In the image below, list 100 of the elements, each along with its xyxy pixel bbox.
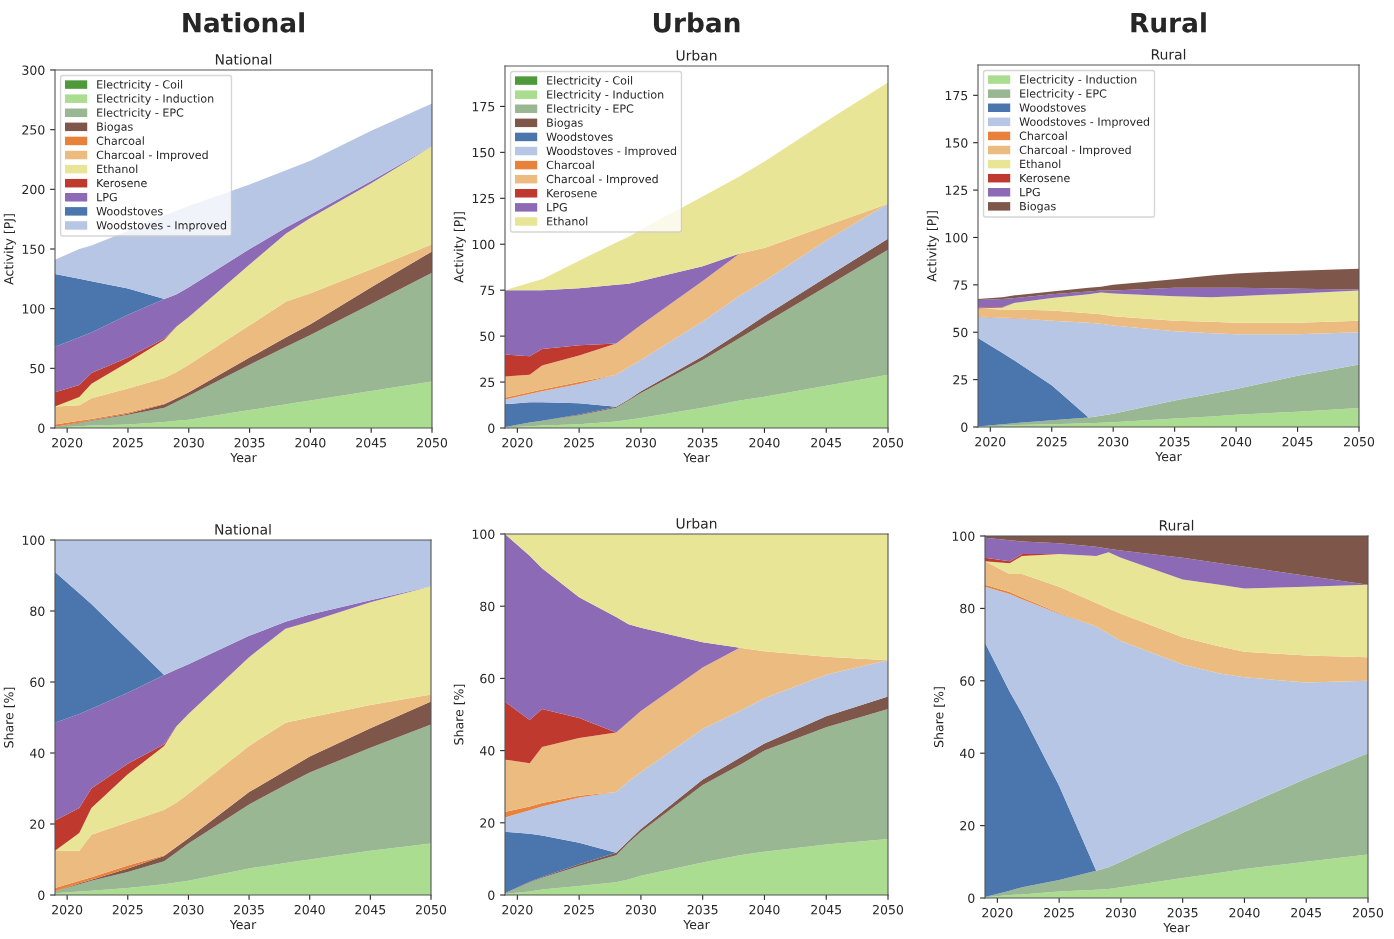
x-tick-label: 2020 (52, 437, 83, 448)
y-tick-label: 25 (480, 377, 495, 387)
chart-title: Rural (1159, 519, 1194, 531)
x-tick-label: 2030 (173, 904, 204, 915)
y-tick-label: 100 (22, 304, 45, 314)
x-tick-label: 2040 (1229, 907, 1260, 918)
x-axis-title: Year (1155, 451, 1182, 462)
x-tick-label: 2045 (811, 904, 842, 915)
x-tick-label: 2025 (564, 904, 594, 915)
x-tick-label: 2020 (502, 437, 533, 448)
y-tick-label: 100 (472, 529, 495, 539)
y-tick-label: 300 (22, 65, 45, 75)
y-tick-label: 40 (959, 748, 975, 759)
legend-label: Woodstoves - Improved (546, 146, 677, 158)
legend-label: Charcoal (1019, 131, 1067, 140)
x-tick-label: 2045 (355, 904, 386, 915)
legend-label: Ethanol (1020, 159, 1061, 169)
x-tick-label: 2035 (1159, 436, 1190, 447)
legend-label: Ethanol (97, 164, 138, 174)
x-tick-label: 2050 (873, 904, 904, 915)
x-tick-label: 2040 (1221, 436, 1252, 447)
y-tick-label: 60 (960, 676, 975, 686)
chart-title: National (183, 12, 304, 33)
y-tick-label: 150 (22, 244, 45, 254)
y-tick-label: 75 (480, 285, 495, 296)
chart-title: Rural (1131, 12, 1206, 33)
x-axis-title: Year (683, 919, 710, 930)
x-tick-label: 2050 (416, 904, 447, 915)
y-tick-label: 100 (22, 535, 45, 545)
y-tick-label: 50 (480, 331, 495, 342)
y-tick-label: 0 (38, 890, 45, 900)
x-tick-label: 2020 (982, 907, 1013, 918)
legend-label: Electricity - Coil (547, 76, 633, 87)
y-tick-label: 60 (30, 677, 45, 687)
legend-label: Woodstoves (96, 206, 163, 216)
legend-label: Woodstoves - Improved (1019, 117, 1150, 129)
y-tick-label: 175 (472, 102, 495, 112)
y-axis-title: Share [%] (453, 684, 465, 745)
y-axis-title: Share [%] (933, 687, 945, 748)
y-tick-label: 50 (953, 327, 968, 338)
legend-label: Woodstoves (546, 132, 613, 141)
x-tick-label: 2030 (1105, 907, 1136, 918)
legend-label: Kerosene (547, 189, 597, 198)
legend-label: Electricity - Induction (97, 94, 214, 105)
x-tick-label: 2025 (1044, 907, 1074, 918)
legend-label: Biogas (97, 122, 133, 134)
legend-label: Biogas (1020, 201, 1056, 213)
y-tick-label: 125 (945, 185, 968, 196)
y-tick-label: 20 (30, 819, 45, 829)
chart-title: National (215, 523, 271, 535)
y-tick-label: 80 (960, 603, 975, 614)
x-tick-label: 2040 (749, 904, 780, 915)
y-tick-label: 200 (22, 184, 45, 195)
chart-title: Urban (676, 517, 717, 529)
x-tick-label: 2025 (1036, 436, 1067, 447)
legend-label: Charcoal - Improved (546, 174, 658, 186)
y-axis-title: Share [%] (3, 687, 15, 748)
x-tick-label: 2035 (687, 904, 718, 915)
x-axis-title: Year (230, 452, 257, 463)
y-tick-label: 80 (30, 606, 45, 616)
x-tick-label: 2040 (749, 437, 780, 448)
x-tick-label: 2045 (1282, 436, 1313, 447)
legend-label: Electricity - EPC (547, 104, 634, 115)
chart-title: Urban (653, 12, 740, 33)
x-tick-label: 2025 (112, 904, 143, 915)
x-tick-label: 2030 (625, 904, 656, 915)
x-tick-label: 2025 (112, 437, 143, 448)
legend-label: Charcoal - Improved (1019, 145, 1131, 157)
legend-label: LPG (1020, 187, 1040, 197)
y-tick-label: 0 (488, 423, 495, 433)
x-tick-label: 2020 (502, 904, 533, 915)
y-tick-label: 20 (480, 818, 495, 828)
y-tick-label: 175 (945, 90, 968, 101)
legend-label: Electricity - Induction (1020, 75, 1137, 86)
x-tick-label: 2030 (625, 437, 656, 448)
x-tick-label: 2030 (173, 437, 204, 448)
x-tick-label: 2035 (234, 437, 265, 448)
x-tick-label: 2045 (356, 437, 387, 448)
y-axis-title: Activity [PJ] (926, 211, 939, 282)
x-tick-label: 2050 (1344, 436, 1375, 447)
x-tick-label: 2035 (234, 904, 264, 915)
y-tick-label: 60 (480, 673, 495, 684)
y-tick-label: 0 (488, 890, 495, 900)
y-axis-title: Activity [PJ] (453, 212, 466, 283)
x-tick-label: 2045 (811, 437, 842, 448)
chart-subtitle: Urban (676, 49, 717, 61)
y-tick-label: 80 (480, 601, 495, 612)
y-tick-label: 0 (961, 422, 968, 432)
y-tick-label: 100 (472, 239, 495, 250)
legend-label: Electricity - Coil (97, 80, 183, 91)
y-tick-label: 40 (29, 748, 45, 758)
x-tick-label: 2020 (975, 436, 1006, 447)
x-tick-label: 2030 (1098, 436, 1129, 447)
legend-label: Charcoal - Improved (96, 150, 208, 162)
x-axis-title: Year (1163, 922, 1190, 933)
legend-label: Kerosene (97, 178, 147, 188)
legend-label: Ethanol (547, 216, 588, 226)
x-axis-title: Year (683, 452, 710, 463)
y-tick-label: 100 (952, 531, 975, 541)
x-tick-label: 2040 (294, 904, 325, 915)
